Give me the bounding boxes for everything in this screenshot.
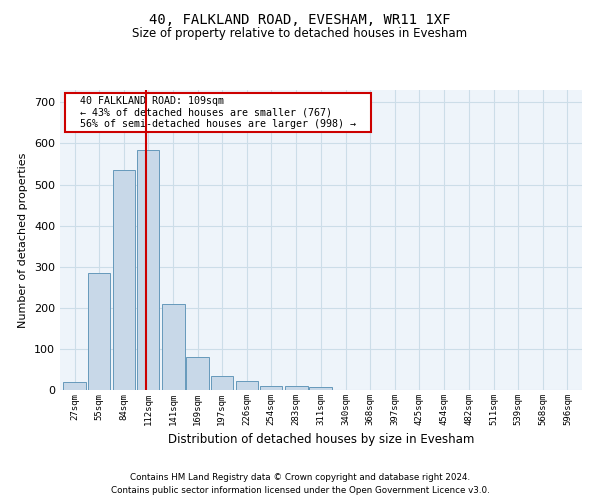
- Bar: [162, 304, 185, 390]
- Text: Contains HM Land Registry data © Crown copyright and database right 2024.: Contains HM Land Registry data © Crown c…: [130, 472, 470, 482]
- Text: Contains public sector information licensed under the Open Government Licence v3: Contains public sector information licen…: [110, 486, 490, 495]
- Bar: [137, 150, 160, 390]
- Bar: [113, 170, 135, 390]
- Text: Size of property relative to detached houses in Evesham: Size of property relative to detached ho…: [133, 28, 467, 40]
- Y-axis label: Number of detached properties: Number of detached properties: [19, 152, 28, 328]
- Bar: [88, 273, 110, 390]
- Bar: [236, 381, 258, 390]
- Bar: [260, 386, 283, 390]
- Bar: [211, 376, 233, 390]
- Text: 40, FALKLAND ROAD, EVESHAM, WR11 1XF: 40, FALKLAND ROAD, EVESHAM, WR11 1XF: [149, 12, 451, 26]
- Bar: [310, 386, 332, 390]
- Text: 40 FALKLAND ROAD: 109sqm  
  ← 43% of detached houses are smaller (767)  
  56% : 40 FALKLAND ROAD: 109sqm ← 43% of detach…: [68, 96, 368, 129]
- Bar: [285, 386, 308, 390]
- Bar: [63, 382, 86, 390]
- Text: Distribution of detached houses by size in Evesham: Distribution of detached houses by size …: [168, 432, 474, 446]
- Bar: [186, 357, 209, 390]
